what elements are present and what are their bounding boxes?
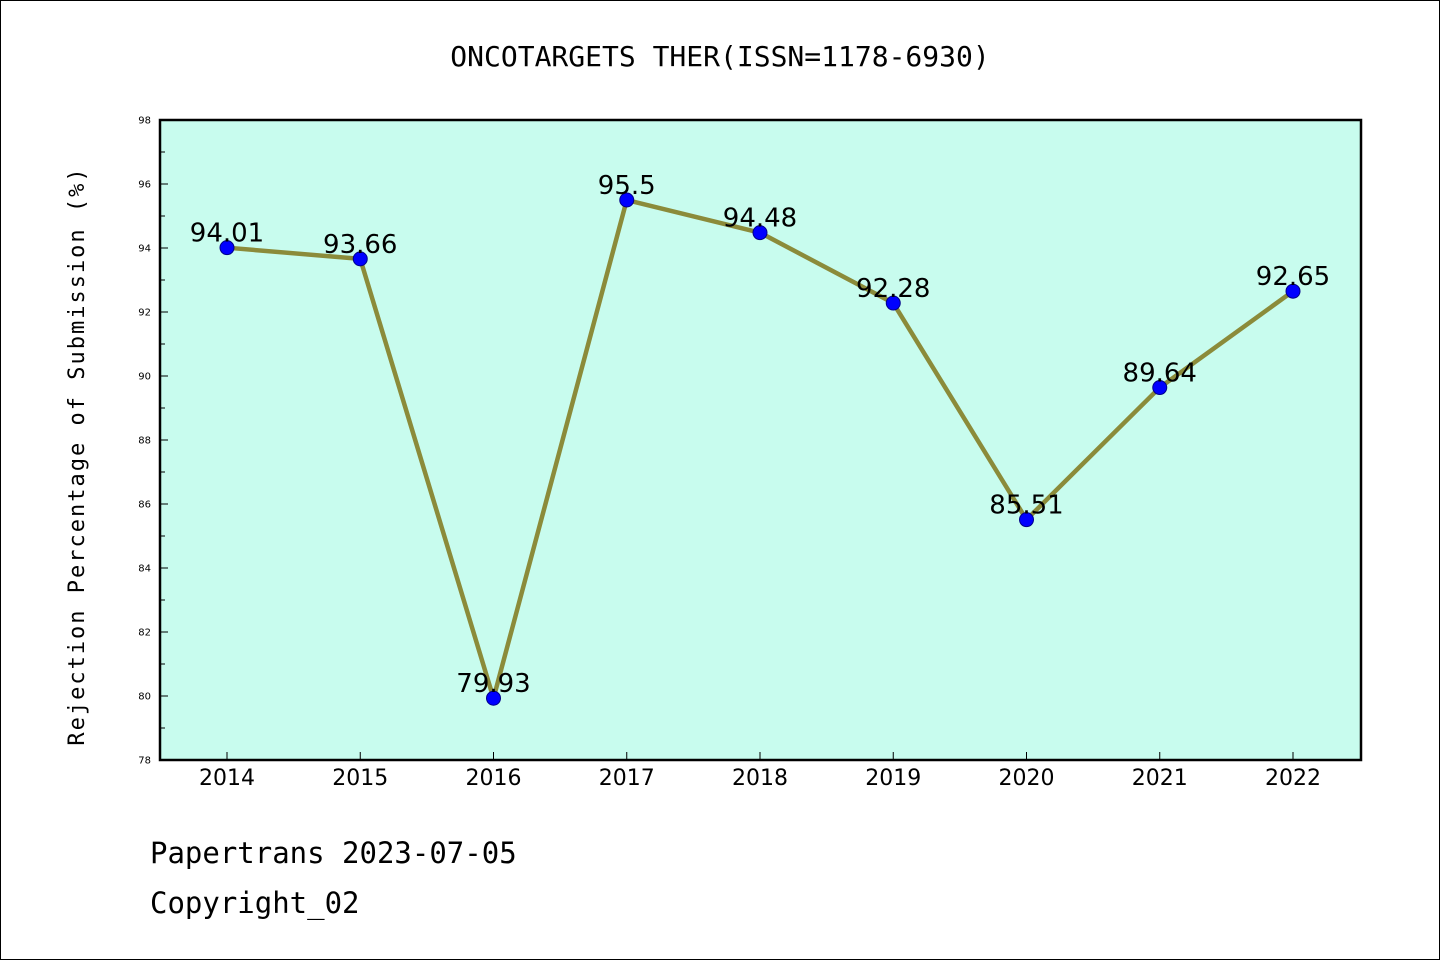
data-label: 94.48	[723, 204, 797, 234]
y-tick-label: 96	[138, 180, 151, 191]
x-tick-label: 2020	[999, 766, 1055, 791]
footer-copyright: Copyright_02	[150, 886, 360, 920]
y-tick-label: 80	[138, 692, 151, 703]
y-tick-label: 78	[138, 756, 151, 767]
x-tick-label: 2021	[1132, 766, 1188, 791]
data-label: 92.65	[1256, 262, 1330, 292]
data-point	[352, 251, 368, 267]
y-tick-label: 82	[138, 628, 151, 639]
y-tick-label: 94	[138, 244, 151, 255]
data-label: 93.66	[323, 230, 397, 260]
y-tick-label: 90	[138, 372, 151, 383]
x-tick-label: 2022	[1265, 766, 1321, 791]
series-layer: 94.01 93.66 79.93 95.5 94.48 92.28 85.51 89.64 9…	[190, 171, 1330, 706]
data-label: 94.01	[190, 219, 264, 249]
data-point	[486, 690, 501, 706]
x-tick-label: 2019	[865, 766, 921, 791]
data-label: 89.64	[1123, 359, 1197, 389]
y-tick-label: 86	[138, 500, 151, 511]
y-tick-label: 88	[138, 436, 151, 447]
y-tick-label: 92	[138, 308, 151, 319]
footer-date: Papertrans 2023-07-05	[150, 836, 517, 870]
data-label: 79.93	[456, 669, 530, 699]
y-tick-label: 84	[138, 564, 151, 575]
x-tick-label: 2017	[599, 766, 655, 791]
plot-border	[158, 118, 1363, 762]
x-tick-label: 2016	[466, 766, 522, 791]
data-point	[752, 225, 768, 241]
x-axis: 2014 2015 2016 2017 2018 2019 2020 2021 2022	[199, 752, 1321, 791]
data-label: 95.5	[598, 171, 656, 201]
data-point	[619, 192, 635, 208]
data-point	[1019, 512, 1034, 528]
data-point	[1152, 380, 1168, 396]
data-label: 92.28	[856, 274, 930, 304]
data-point	[219, 240, 235, 256]
x-tick-label: 2018	[732, 766, 788, 791]
data-point	[1285, 283, 1301, 299]
data-point	[885, 295, 901, 311]
x-tick-label: 2015	[332, 766, 388, 791]
chart-title: ONCOTARGETS THER(ISSN=1178-6930)	[450, 40, 989, 73]
x-tick-label: 2014	[199, 766, 255, 791]
y-axis-label: Rejection Percentage of Submission (%)	[65, 166, 90, 745]
y-tick-label: 98	[138, 116, 151, 127]
data-label: 85.51	[989, 491, 1063, 521]
